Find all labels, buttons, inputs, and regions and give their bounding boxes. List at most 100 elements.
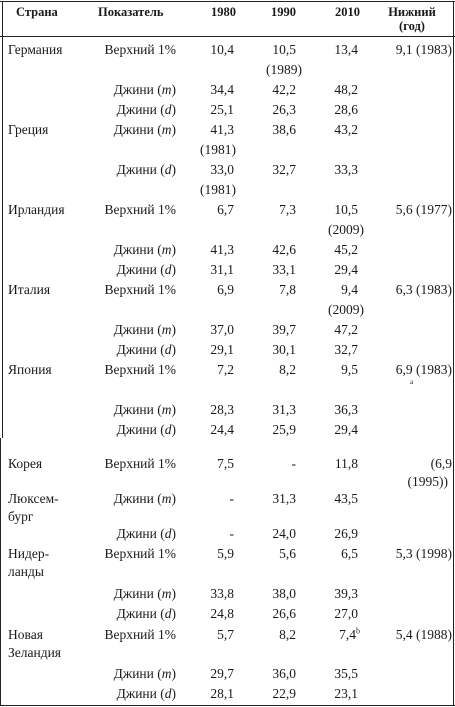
- indicator-prefix: Джини (: [116, 686, 165, 701]
- header-country: Страна: [16, 5, 58, 19]
- indicator-label: Джини (d): [90, 341, 176, 359]
- header-lower: Нижний (год): [370, 5, 454, 33]
- indicator-variant: d: [164, 526, 172, 541]
- left-rule-bottom: [0, 438, 1, 705]
- country-name-line2: ланды: [8, 564, 44, 579]
- indicator-suffix: ): [171, 82, 177, 97]
- value-1980-year: (1981): [200, 182, 236, 197]
- indicator-prefix: Джини (: [116, 102, 165, 117]
- value-1990: 5,6: [279, 546, 296, 561]
- value-2010: 36,3: [334, 402, 358, 417]
- value-2010: 23,1: [334, 686, 358, 701]
- value-2010: 13,4: [334, 42, 358, 57]
- indicator-variant: m: [161, 491, 172, 506]
- value-1980: 25,1: [210, 102, 234, 117]
- indicator-suffix: ): [171, 342, 177, 357]
- indicator-prefix: Джини (: [113, 491, 162, 506]
- value-1980: 7,2: [217, 362, 234, 377]
- lower-value: (6,9: [430, 456, 452, 471]
- value-2010: 10,5: [334, 202, 358, 217]
- indicator-prefix: Джини (: [116, 342, 165, 357]
- value-1980: -: [229, 491, 235, 506]
- indicator-prefix: Джини (: [116, 526, 165, 541]
- value-1990-year: (1989): [266, 62, 302, 77]
- indicator-variant: d: [164, 686, 172, 701]
- country-name: Япония: [8, 362, 52, 377]
- indicator-variant: d: [164, 102, 172, 117]
- indicator-variant: d: [164, 342, 172, 357]
- country-name-line2: бург: [8, 509, 34, 524]
- indicator-label: Джини (d): [90, 525, 176, 543]
- indicator-label: Джини (d): [90, 161, 176, 179]
- value-1990: 38,6: [272, 122, 296, 137]
- value-1990: 7,8: [279, 282, 296, 297]
- indicator-suffix: ): [171, 526, 177, 541]
- value-2010: 32,7: [334, 342, 358, 357]
- country-name: Люксем-: [8, 491, 59, 506]
- lower-value: 5,3 (1998): [395, 546, 452, 561]
- value-2010: 6,5: [341, 546, 358, 561]
- value-1990: 26,3: [272, 102, 296, 117]
- header-indicator: Показатель: [98, 5, 164, 19]
- indicator-suffix: ): [171, 242, 177, 257]
- value-1990: 10,5: [272, 42, 296, 57]
- footnote-mark: a: [410, 378, 414, 386]
- value-1980: 41,3: [210, 242, 234, 257]
- value-2010: 28,6: [334, 102, 358, 117]
- value-2010: 35,5: [334, 666, 358, 681]
- indicator-label: Джини (d): [90, 101, 176, 119]
- lower-value: 6,3 (1983): [395, 282, 452, 297]
- value-1990: 36,0: [272, 666, 296, 681]
- value-1990: 32,7: [272, 162, 296, 177]
- value-1980: 24,4: [210, 422, 234, 437]
- value-1990: 25,9: [272, 422, 296, 437]
- indicator-variant: d: [164, 606, 172, 621]
- indicator-label: Верхний 1%: [104, 456, 176, 471]
- footnote-mark: b: [356, 626, 360, 636]
- value-1990: 42,6: [272, 242, 296, 257]
- indicator-prefix: Джини (: [113, 666, 162, 681]
- country-name: Германия: [8, 42, 63, 57]
- country-name: Греция: [8, 122, 49, 137]
- value-1990: 30,1: [272, 342, 296, 357]
- indicator-suffix: ): [171, 402, 177, 417]
- country-name: Корея: [8, 456, 43, 471]
- country-name: Новая: [8, 627, 43, 642]
- lower-value: 9,1 (1983): [395, 42, 452, 57]
- value-2010: 47,2: [334, 322, 358, 337]
- indicator-variant: m: [161, 82, 172, 97]
- value-1980: 7,5: [217, 456, 234, 471]
- value-1980: 37,0: [210, 322, 234, 337]
- indicator-label: Джини (m): [90, 401, 176, 419]
- value-2010-year: (2009): [328, 222, 364, 237]
- indicator-label: Верхний 1%: [104, 42, 176, 57]
- value-1990: 31,3: [272, 402, 296, 417]
- country-name: Италия: [8, 282, 51, 297]
- value-2010: 29,4: [334, 262, 358, 277]
- indicator-suffix: ): [171, 102, 177, 117]
- value-2010: 45,2: [334, 242, 358, 257]
- indicator-variant: d: [164, 262, 172, 277]
- indicator-label: Верхний 1%: [104, 282, 176, 297]
- indicator-prefix: Джини (: [113, 242, 162, 257]
- lower-value-line2: (1995)): [407, 474, 449, 489]
- value-1980: 41,3: [210, 122, 234, 137]
- indicator-prefix: Джини (: [113, 402, 162, 417]
- indicator-variant: m: [161, 122, 172, 137]
- indicator-prefix: Джини (: [116, 262, 165, 277]
- value-2010: 33,3: [334, 162, 358, 177]
- indicator-variant: d: [164, 162, 172, 177]
- header-1990: 1990: [271, 5, 296, 19]
- value-1990: 38,0: [272, 586, 296, 601]
- value-1980: -: [229, 526, 235, 541]
- value-1990: 33,1: [272, 262, 296, 277]
- value-1990: 8,2: [279, 362, 296, 377]
- indicator-suffix: ): [171, 122, 177, 137]
- header-lower-line1: Нижний: [388, 5, 436, 19]
- indicator-label: Верхний 1%: [104, 362, 176, 377]
- indicator-suffix: ): [171, 666, 177, 681]
- indicator-label: Джини (d): [90, 605, 176, 623]
- value-1980: 28,1: [210, 686, 234, 701]
- indicator-suffix: ): [171, 162, 177, 177]
